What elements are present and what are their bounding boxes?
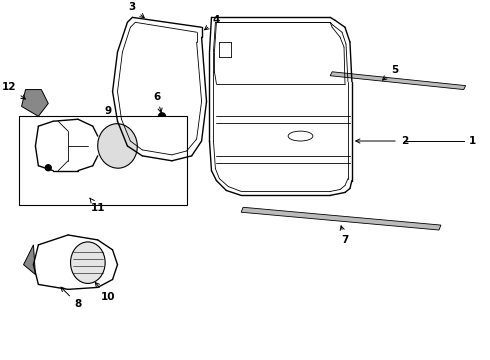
Text: 3: 3 <box>129 3 144 18</box>
Text: 11: 11 <box>90 198 105 213</box>
Text: 6: 6 <box>153 91 162 113</box>
Text: 2: 2 <box>356 136 408 146</box>
Text: 7: 7 <box>340 226 349 245</box>
Text: 12: 12 <box>1 82 25 99</box>
Text: 5: 5 <box>383 65 398 80</box>
Text: 4: 4 <box>205 15 220 30</box>
Text: 1: 1 <box>468 136 476 146</box>
Ellipse shape <box>98 124 137 168</box>
Polygon shape <box>24 245 35 275</box>
Polygon shape <box>241 207 441 230</box>
Text: 9: 9 <box>104 106 111 116</box>
Polygon shape <box>330 72 466 90</box>
Circle shape <box>45 165 51 171</box>
Text: 10: 10 <box>95 283 115 302</box>
Bar <box>19 116 187 205</box>
Text: 8: 8 <box>61 287 81 309</box>
Circle shape <box>159 113 166 120</box>
Polygon shape <box>22 90 49 116</box>
Ellipse shape <box>71 242 105 283</box>
